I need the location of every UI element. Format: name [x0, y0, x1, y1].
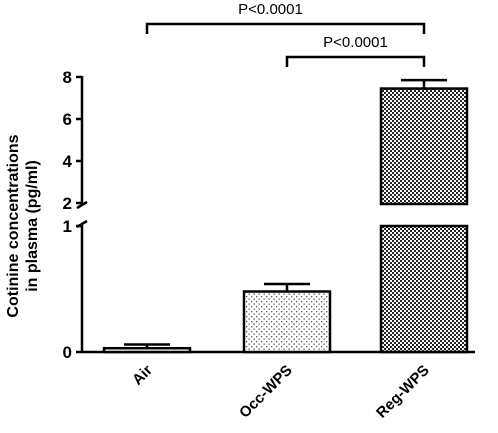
bars	[102, 78, 469, 354]
y-tick-label: 2	[63, 194, 72, 213]
bar-reg-wps-lower	[379, 224, 469, 354]
category-label: Occ-WPS	[236, 362, 296, 422]
significance-bracket	[145, 22, 426, 34]
y-tick-label: 1	[63, 217, 72, 236]
bar-reg-wps-upper	[379, 87, 469, 206]
category-labels: Air Occ-WPS Reg-WPS	[129, 362, 433, 422]
significance-bracket	[285, 55, 426, 67]
y-axis-title-line-2: in plasma (pg/ml)	[24, 160, 41, 292]
category-label: Reg-WPS	[373, 362, 433, 422]
y-tick-label: 0	[63, 343, 72, 362]
bar-air	[102, 346, 192, 354]
bar-occ-wps	[242, 290, 332, 354]
p-value-label: P<0.0001	[323, 34, 388, 51]
category-label: Air	[129, 362, 156, 389]
significance-annotations: P<0.0001 P<0.0001	[145, 1, 426, 67]
axis-break-mark	[76, 200, 88, 210]
y-tick-label: 8	[63, 68, 72, 87]
y-tick-label: 6	[63, 110, 72, 129]
y-tick-label: 4	[63, 152, 73, 171]
y-axis-title-line-1: Cotinine concentrations	[5, 134, 22, 317]
p-value-label: P<0.0001	[238, 1, 303, 18]
